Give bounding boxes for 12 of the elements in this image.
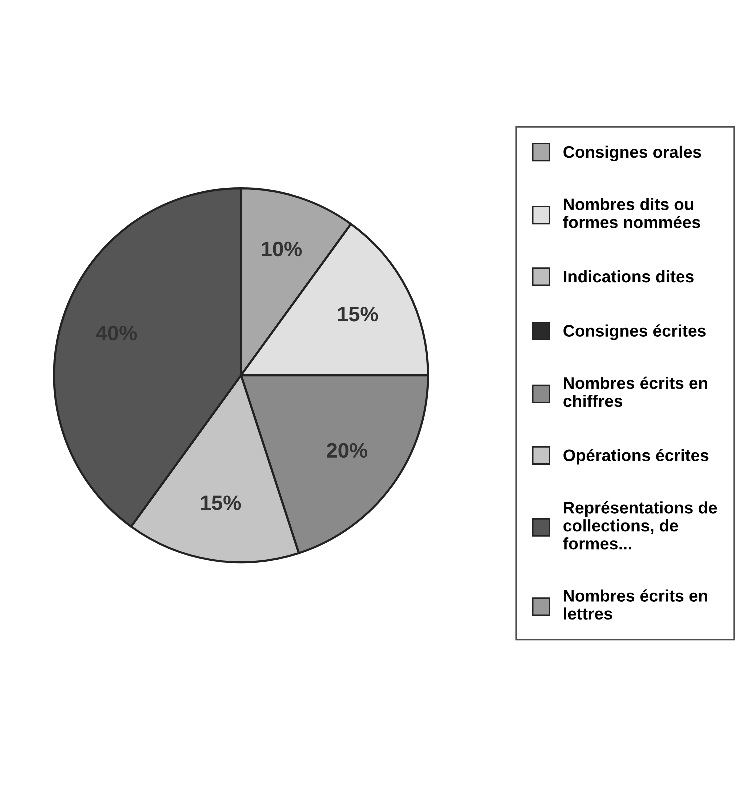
legend-label: Représentations de collections, de formes... [563, 501, 718, 550]
data-label: 10% [262, 242, 302, 257]
legend-label: Nombres écrits en lettres [564, 590, 708, 620]
legend-label: Opérations écrites [564, 449, 709, 465]
legend-label: Consignes écrites [564, 324, 706, 340]
legend-label: Nombres dits ou formes nommées [563, 198, 700, 228]
data-label: 15% [338, 306, 378, 322]
legend-label: Consignes orales [564, 146, 702, 162]
data-label: 15% [201, 496, 242, 510]
data-label: 20% [327, 443, 368, 458]
legend-label: Nombres écrits en chiffres [564, 376, 708, 408]
legend-label: Indications dites [564, 270, 694, 283]
